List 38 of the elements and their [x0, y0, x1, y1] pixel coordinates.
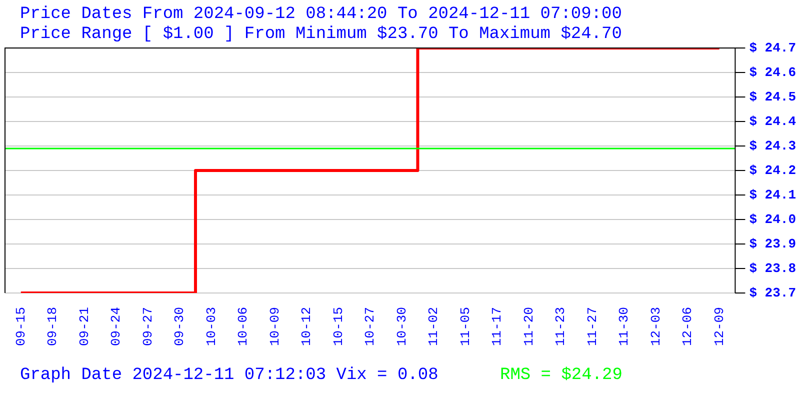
x-tick-label: 12-09: [712, 306, 727, 346]
y-tick-label: $ 24.6: [749, 64, 796, 80]
x-tick-label: 11-02: [426, 306, 442, 346]
y-tick-label: $ 24.4: [749, 114, 796, 129]
y-tick-label: $ 24.2: [749, 162, 796, 178]
x-tick-label: 10-27: [362, 306, 378, 346]
x-tick-label: 11-20: [521, 306, 536, 346]
chart-subtitle: Price Range [ $1.00 ] From Minimum $23.70 To Maximum $24.70: [20, 25, 622, 44]
x-tick-label: 10-30: [394, 306, 410, 346]
x-tick-label: 09-27: [140, 306, 156, 346]
y-tick-label: $ 24.5: [749, 89, 796, 104]
y-tick-label: $ 23.8: [749, 260, 796, 276]
x-tick-label: 10-12: [299, 306, 314, 346]
y-tick-label: $ 23.9: [749, 236, 796, 252]
x-tick-label: 09-30: [172, 306, 188, 346]
x-tick-label: 11-05: [458, 306, 473, 346]
x-tick-label: 10-09: [267, 306, 282, 346]
x-tick-label: 11-17: [490, 306, 505, 346]
x-tick-label: 09-21: [76, 306, 92, 346]
x-tick-label: 09-15: [13, 306, 28, 346]
x-tick-label: 12-06: [680, 306, 696, 346]
x-tick-label: 10-15: [330, 306, 346, 346]
x-tick-label: 11-23: [553, 306, 568, 346]
y-tick-label: $ 24.7: [749, 40, 796, 56]
chart-title: Price Dates From 2024-09-12 08:44:20 To 2024-12-11 07:09:00: [20, 5, 622, 24]
y-tick-label: $ 23.7: [749, 285, 796, 300]
x-tick-label: 09-18: [45, 306, 60, 346]
y-tick-label: $ 24.0: [749, 212, 796, 227]
x-tick-label: 11-27: [584, 306, 600, 346]
x-tick-label: 10-03: [204, 306, 219, 346]
y-tick-label: $ 24.1: [749, 187, 796, 202]
x-tick-label: 10-06: [236, 306, 251, 346]
text: Graph Date 2024-12-11 07:12:03 Vix = 0.08: [20, 366, 438, 385]
y-tick-label: $ 24.3: [749, 138, 796, 154]
x-tick-label: 12-03: [648, 306, 664, 346]
x-tick-label: 09-24: [108, 306, 124, 346]
ref-line-label: RMS = $24.29: [500, 366, 622, 385]
x-tick-label: 11-30: [616, 306, 632, 346]
